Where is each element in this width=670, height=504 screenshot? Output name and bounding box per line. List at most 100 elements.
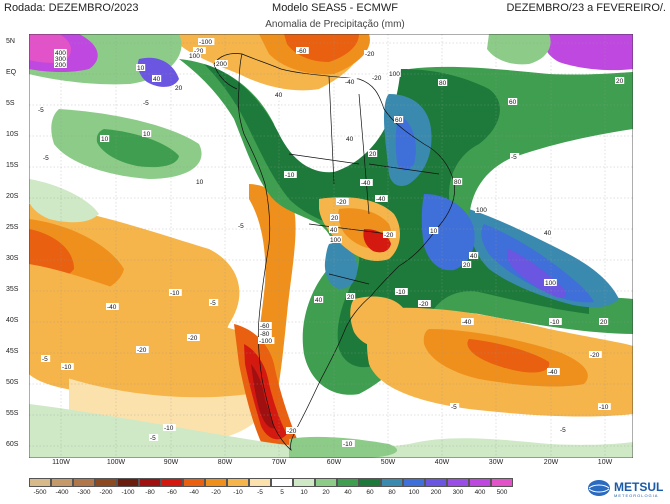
legend-swatch	[139, 478, 161, 487]
legend-swatch	[469, 478, 491, 487]
legend-label: -40	[189, 489, 199, 496]
legend-label: -10	[233, 489, 243, 496]
contour-label-bg	[195, 178, 205, 185]
contour-label-bg	[136, 346, 149, 353]
contour-label: -40	[376, 196, 386, 203]
contour-label: -5	[150, 435, 156, 442]
contour-label-bg	[215, 60, 228, 67]
contour-label: -5	[560, 427, 566, 434]
contour-label-bg	[37, 106, 47, 113]
contour-label-bg	[395, 288, 408, 295]
contour-label-bg	[438, 79, 448, 86]
contour-label-bg	[344, 78, 357, 85]
lon-label: 20W	[543, 459, 559, 466]
contour-label-bg	[510, 153, 520, 160]
contour-label-bg	[364, 50, 377, 57]
contour-label: 100	[545, 280, 556, 287]
contour-label: -10	[170, 290, 180, 297]
contour-label: -100	[199, 39, 212, 46]
lat-label: EQ	[6, 69, 17, 76]
lat-label: 5N	[6, 38, 15, 45]
lat-label: 40S	[6, 317, 19, 324]
contour-label: -10	[285, 172, 295, 179]
contour-label: 10	[101, 136, 109, 143]
lon-label: 40W	[434, 459, 450, 466]
lat-label: 5S	[6, 100, 15, 107]
legend-label: 10	[300, 489, 308, 496]
contour-label: 60	[395, 117, 403, 124]
contour-label-bg	[342, 440, 355, 447]
legend-label: 60	[366, 489, 374, 496]
contour-label: -5	[143, 100, 149, 107]
contour-label-bg	[259, 330, 272, 337]
contour-label: -20	[137, 347, 147, 354]
contour-label: -10	[550, 319, 560, 326]
legend-label: 80	[388, 489, 396, 496]
contour-label-bg	[237, 222, 247, 229]
contour-label-bg	[142, 99, 152, 106]
legend-label: 5	[280, 489, 284, 496]
legend-swatch	[227, 478, 249, 487]
legend-label: -400	[55, 489, 69, 496]
contour-label-bg	[547, 368, 560, 375]
contour-label: 100	[389, 71, 400, 78]
contour-label-bg	[54, 49, 67, 56]
contour-label-bg	[599, 318, 609, 325]
contour-label: -60	[260, 323, 270, 330]
contour-label: -10	[164, 425, 174, 432]
contour-label-bg	[149, 434, 159, 441]
legend-swatch	[315, 478, 337, 487]
contour-label-bg	[314, 296, 324, 303]
contour-label-bg	[61, 363, 74, 370]
legend-label: -300	[77, 489, 91, 496]
lon-label: 50W	[380, 459, 396, 466]
lat-label: 55S	[6, 410, 19, 417]
contour-label-bg	[360, 179, 373, 186]
contour-label-bg	[163, 424, 176, 431]
contour-label-bg	[136, 64, 146, 71]
contour-label-bg	[187, 334, 200, 341]
lat-label: 10S	[6, 131, 19, 138]
contour-label-bg	[169, 289, 182, 296]
contour-label-bg	[450, 403, 460, 410]
contour-label: -20	[419, 301, 429, 308]
contour-label: 60	[509, 99, 517, 106]
legend-label: 20	[322, 489, 330, 496]
contour-label-bg	[198, 38, 215, 45]
run-date-label: Rodada: DEZEMBRO/2023	[4, 2, 139, 14]
contour-label-bg	[152, 75, 162, 82]
contour-label-bg	[559, 426, 569, 433]
contour-label: 20	[600, 319, 608, 326]
legend-label: -60	[167, 489, 177, 496]
lat-label: 45S	[6, 348, 19, 355]
contour-label: -40	[462, 319, 472, 326]
legend-label: -500	[33, 489, 47, 496]
contour-label-bg	[274, 91, 284, 98]
contour-label-bg	[462, 261, 472, 268]
contour-label-bg	[375, 195, 388, 202]
lon-label: 80W	[217, 459, 233, 466]
legend-swatch	[293, 478, 315, 487]
contour-label: -20	[287, 428, 297, 435]
contour-label-bg	[368, 150, 378, 157]
lat-label: 50S	[6, 379, 19, 386]
contour-label: 400	[55, 50, 66, 57]
legend-swatch	[205, 478, 227, 487]
contour-label-bg	[174, 84, 184, 91]
contour-label: -5	[451, 404, 457, 411]
contour-label-bg	[286, 427, 299, 434]
contour-label-bg	[258, 337, 275, 344]
legend-swatch	[29, 478, 51, 487]
contour-label-bg	[329, 226, 339, 233]
legend-swatch	[425, 478, 447, 487]
contour-label: -5	[43, 155, 49, 162]
legend-label: 500	[496, 489, 508, 496]
contour-label-bg	[469, 252, 479, 259]
contour-label-bg	[54, 55, 67, 62]
lon-label: 110W	[52, 459, 70, 466]
model-title: Modelo SEAS5 - ECMWF	[272, 2, 398, 14]
contour-label-bg	[142, 130, 152, 137]
lat-label: 30S	[6, 255, 19, 262]
